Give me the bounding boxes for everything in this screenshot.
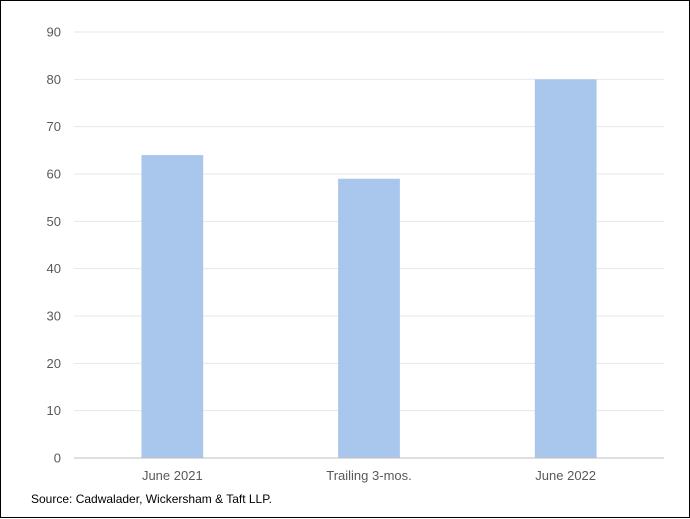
x-tick-label: June 2022	[535, 468, 596, 483]
bar	[338, 178, 400, 458]
y-tick-label: 60	[47, 167, 61, 182]
y-tick-label: 30	[47, 309, 61, 324]
y-tick-label: 70	[47, 119, 61, 134]
bars	[141, 79, 597, 459]
x-tick-label: Trailing 3-mos.	[326, 468, 411, 483]
y-tick-label: 10	[47, 403, 61, 418]
y-tick-label: 90	[47, 25, 61, 40]
y-tick-label: 50	[47, 214, 61, 229]
y-tick-label: 80	[47, 72, 61, 87]
x-axis-ticks: June 2021 Trailing 3-mos. June 2022	[142, 468, 596, 483]
source-note: Source: Cadwalader, Wickersham & Taft LL…	[31, 492, 273, 506]
y-tick-label: 40	[47, 261, 61, 276]
y-axis-ticks: 0 10 20 30 40 50 60 70 80 90	[47, 25, 61, 466]
bar	[141, 155, 204, 459]
bar	[534, 79, 597, 458]
y-tick-label: 20	[47, 356, 61, 371]
x-tick-label: June 2021	[142, 468, 203, 483]
y-tick-label: 0	[54, 451, 61, 466]
